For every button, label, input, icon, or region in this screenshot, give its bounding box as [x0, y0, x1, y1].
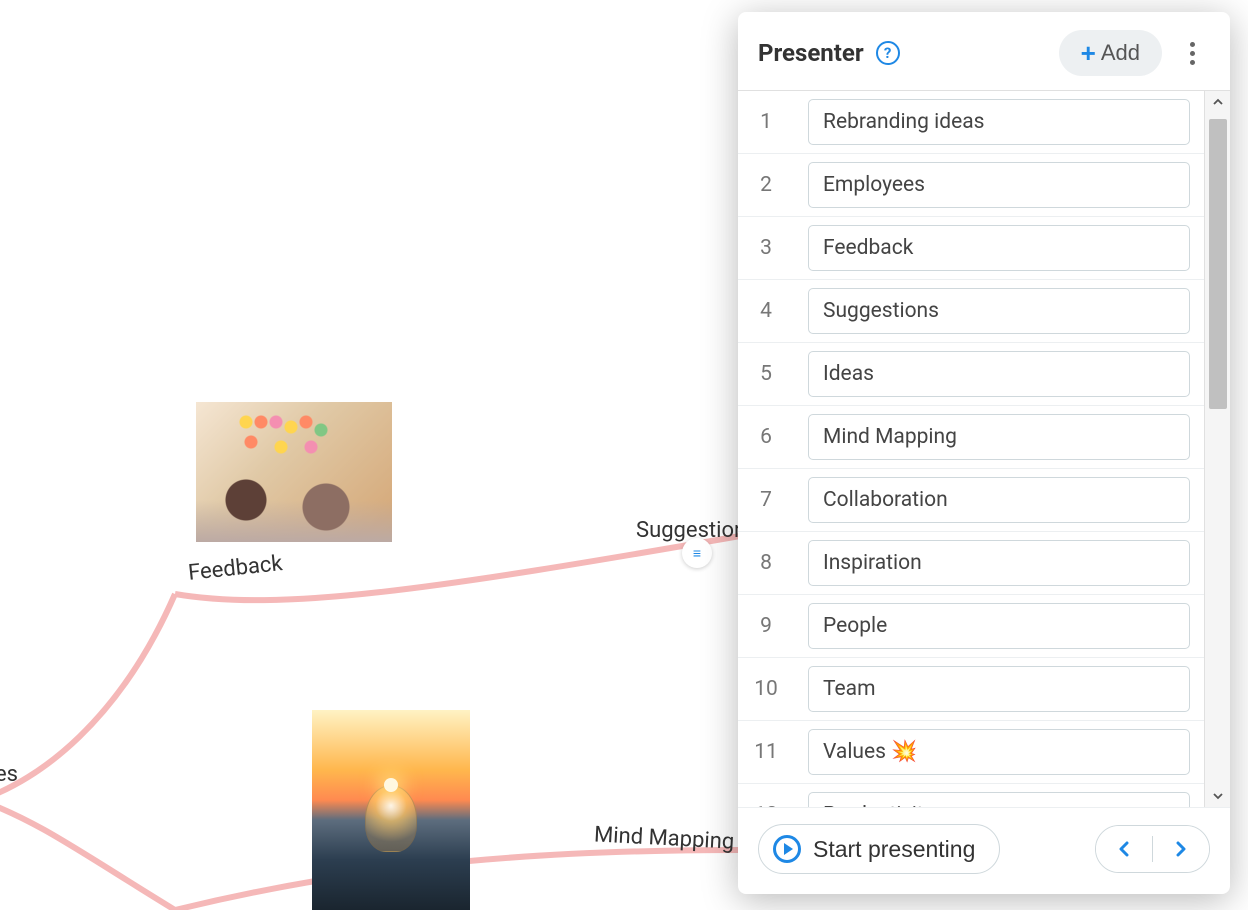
slide-number: 6 — [738, 425, 794, 449]
slide-number: 2 — [738, 173, 794, 197]
slide-number: 5 — [738, 362, 794, 386]
add-label: Add — [1101, 40, 1140, 66]
panel-header: Presenter ? + Add — [738, 12, 1230, 90]
chevron-right-icon — [1173, 841, 1189, 857]
slide-card[interactable]: Mind Mapping — [808, 414, 1190, 460]
add-slide-button[interactable]: + Add — [1059, 30, 1162, 76]
scrollbar-thumb[interactable] — [1209, 119, 1227, 409]
slide-number: 4 — [738, 299, 794, 323]
chevron-up-icon — [1213, 97, 1223, 107]
more-menu-button[interactable] — [1174, 35, 1210, 71]
scroll-up-button[interactable] — [1205, 91, 1230, 113]
help-icon[interactable]: ? — [876, 41, 900, 65]
slide-card[interactable]: Productivity — [808, 792, 1190, 807]
prev-slide-button[interactable] — [1096, 826, 1152, 872]
slide-number: 10 — [738, 677, 794, 701]
slide-row[interactable]: 8 Inspiration — [738, 532, 1204, 595]
presenter-panel: Presenter ? + Add 1 Rebranding ideas 2 E… — [738, 12, 1230, 894]
slide-card[interactable]: People — [808, 603, 1190, 649]
panel-footer: Start presenting — [738, 807, 1230, 894]
chevron-down-icon — [1213, 791, 1223, 801]
start-label: Start presenting — [813, 836, 975, 863]
slide-card[interactable]: Employees — [808, 162, 1190, 208]
canvas-image-bulb[interactable] — [312, 710, 470, 910]
slide-row[interactable]: 12 Productivity — [738, 784, 1204, 807]
slide-card[interactable]: Team — [808, 666, 1190, 712]
plus-icon: + — [1081, 40, 1096, 66]
slide-number: 11 — [738, 740, 794, 764]
slide-card[interactable]: Ideas — [808, 351, 1190, 397]
slide-card[interactable]: Values 💥 — [808, 729, 1190, 775]
slide-row[interactable]: 5 Ideas — [738, 343, 1204, 406]
slide-card[interactable]: Inspiration — [808, 540, 1190, 586]
panel-title: Presenter — [758, 39, 864, 67]
scroll-down-button[interactable] — [1205, 785, 1230, 807]
slide-number: 7 — [738, 488, 794, 512]
slide-row[interactable]: 3 Feedback — [738, 217, 1204, 280]
canvas-image-meeting[interactable] — [196, 402, 392, 542]
slide-row[interactable]: 6 Mind Mapping — [738, 406, 1204, 469]
slide-nav — [1095, 825, 1210, 873]
scrollbar[interactable] — [1204, 91, 1230, 807]
slide-number: 8 — [738, 551, 794, 575]
play-icon — [773, 835, 801, 863]
chevron-left-icon — [1116, 841, 1132, 857]
branch-label-es[interactable]: es — [0, 762, 18, 787]
note-glyph: ≡ — [693, 545, 701, 562]
start-presenting-button[interactable]: Start presenting — [758, 824, 1000, 874]
slide-card[interactable]: Collaboration — [808, 477, 1190, 523]
slide-card[interactable]: Feedback — [808, 225, 1190, 271]
next-slide-button[interactable] — [1153, 826, 1209, 872]
branch-note-icon[interactable]: ≡ — [682, 538, 712, 568]
slide-number: 1 — [738, 110, 794, 134]
slide-row[interactable]: 4 Suggestions — [738, 280, 1204, 343]
slide-row[interactable]: 10 Team — [738, 658, 1204, 721]
slide-number: 9 — [738, 614, 794, 638]
slide-row[interactable]: 9 People — [738, 595, 1204, 658]
slide-card[interactable]: Rebranding ideas — [808, 99, 1190, 145]
slides-list: 1 Rebranding ideas 2 Employees 3 Feedbac… — [738, 91, 1204, 807]
slide-number: 3 — [738, 236, 794, 260]
slide-row[interactable]: 1 Rebranding ideas — [738, 91, 1204, 154]
more-vertical-icon — [1190, 42, 1195, 65]
slides-area: 1 Rebranding ideas 2 Employees 3 Feedbac… — [738, 91, 1230, 807]
slide-card[interactable]: Suggestions — [808, 288, 1190, 334]
slide-row[interactable]: 11 Values 💥 — [738, 721, 1204, 784]
slide-row[interactable]: 7 Collaboration — [738, 469, 1204, 532]
slide-row[interactable]: 2 Employees — [738, 154, 1204, 217]
